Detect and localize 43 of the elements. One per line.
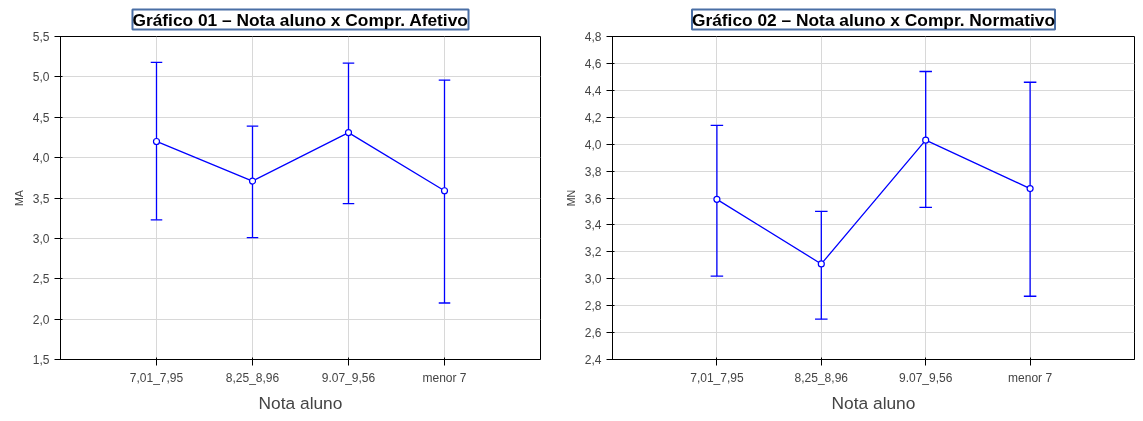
x-tick-label: menor 7 [1008,370,1053,385]
x-tick-label: 9.07_9,56 [321,370,376,385]
y-tick-label: 4,0 [32,151,50,166]
y-tick-label: 3,8 [584,164,602,179]
x-tick-label: 9.07_9,56 [899,370,953,385]
y-tick-label: 1,5 [32,353,50,367]
y-tick-label: 2,0 [32,312,50,327]
point [440,187,449,195]
y-tick-label: 3,0 [584,272,602,287]
y-tick-label: 2,8 [584,299,602,314]
point [713,195,721,203]
y-tick-label: 3,0 [32,231,50,246]
y-tick-label: 4,0 [584,137,602,152]
x-tick-label: menor 7 [422,370,467,385]
y-tick-label: 4,4 [584,83,602,98]
point [817,260,825,268]
x-axis-title: Nota aluno [831,392,916,413]
y-tick-label: 4,2 [584,110,602,125]
y-tick-label: 2,5 [32,272,50,287]
y-tick-label: 4,6 [584,56,602,71]
x-axis-title: Nota aluno [258,392,343,413]
point [152,137,161,146]
y-tick-label: 3,6 [584,191,602,206]
y-tick-label: 3,4 [584,218,602,233]
y-tick-label: 5,5 [32,30,50,44]
x-tick-label: 8,25_8,96 [225,370,280,385]
x-tick-label: 8,25_8,96 [794,370,849,385]
chart-title: Gráfico 01 – Nota aluno x Compr. Afetivo [132,9,468,30]
y-tick-label: 5,0 [32,70,50,85]
y-tick-label: 4,5 [32,110,50,125]
y-tick-label: 2,4 [584,353,602,367]
point [1026,184,1034,193]
y-tick-label: 3,5 [32,191,50,206]
x-tick-label: 7,01_7,95 [690,370,744,385]
point [248,177,257,185]
y-axis-title: MA [12,189,25,206]
point [922,136,930,144]
x-tick-label: 7,01_7,95 [129,370,184,385]
y-tick-label: 4,8 [584,30,602,44]
point [344,129,353,137]
y-axis-title: MN [564,189,577,207]
y-tick-label: 3,2 [584,245,602,260]
y-tick-label: 2,6 [584,326,602,341]
